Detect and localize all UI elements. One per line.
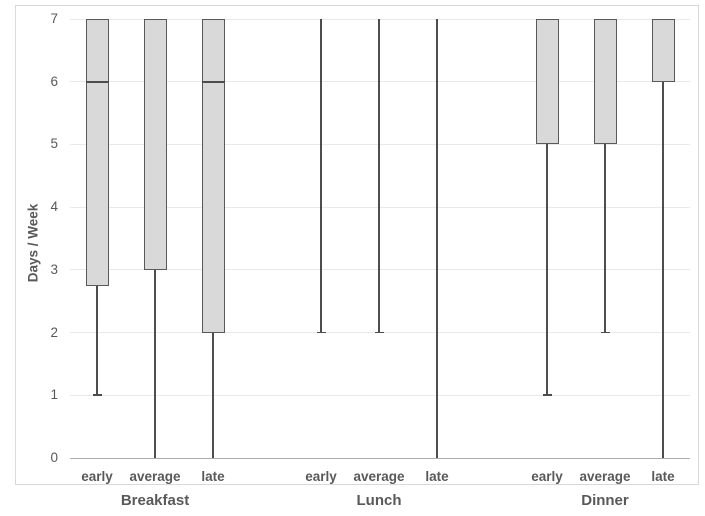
whisker	[212, 332, 214, 458]
y-tick-label-5: 5	[50, 136, 58, 152]
box-breakfast-average	[143, 19, 167, 270]
chart-border	[15, 5, 699, 485]
y-tick-label-7: 7	[50, 11, 58, 26]
box-dinner-average	[593, 19, 617, 145]
whisker-cap	[542, 394, 552, 396]
group-label-breakfast: Breakfast	[120, 492, 190, 509]
gridline-y-6	[70, 81, 690, 83]
y-tick-label-0: 0	[50, 450, 58, 465]
box-dinner-early	[535, 19, 559, 145]
gridline-y-7	[70, 18, 690, 20]
whisker	[436, 19, 438, 458]
gridline-y-4	[70, 206, 690, 208]
gridline-y-0	[70, 457, 690, 459]
box-breakfast-early	[85, 19, 109, 286]
category-label-dinner-average: average	[579, 469, 631, 484]
gridline-y-3	[70, 269, 690, 271]
group-label-dinner: Dinner	[581, 492, 629, 509]
gridline-y-1	[70, 394, 690, 396]
y-tick-label-1: 1	[50, 387, 58, 403]
box-breakfast-late	[201, 19, 225, 333]
box-dinner-late	[651, 19, 675, 82]
y-tick-label-6: 6	[50, 73, 58, 89]
category-label-breakfast-late: late	[201, 469, 225, 484]
category-label-lunch-late: late	[425, 469, 449, 484]
y-tick-label-3: 3	[50, 261, 58, 277]
y-tick-label-2: 2	[50, 324, 58, 340]
whisker-cap	[92, 394, 102, 396]
category-label-dinner-early: early	[531, 469, 563, 484]
median-line	[85, 80, 109, 83]
group-label-lunch: Lunch	[356, 492, 402, 509]
category-label-dinner-late: late	[651, 469, 675, 484]
whisker-cap	[600, 331, 610, 334]
category-label-breakfast-early: early	[81, 469, 113, 484]
whisker	[662, 81, 664, 458]
category-label-lunch-average: average	[353, 469, 405, 484]
category-label-lunch-early: early	[305, 469, 337, 484]
median-line	[201, 80, 225, 83]
gridline-y-5	[70, 143, 690, 145]
whisker-cap	[374, 331, 384, 334]
whisker-cap	[316, 331, 326, 334]
whisker	[378, 19, 380, 333]
whisker	[604, 144, 606, 333]
whisker	[96, 285, 98, 396]
whisker	[320, 19, 322, 333]
whisker	[154, 269, 156, 458]
whisker	[546, 144, 548, 396]
y-tick-label-4: 4	[50, 199, 58, 215]
category-label-breakfast-average: average	[129, 469, 181, 484]
